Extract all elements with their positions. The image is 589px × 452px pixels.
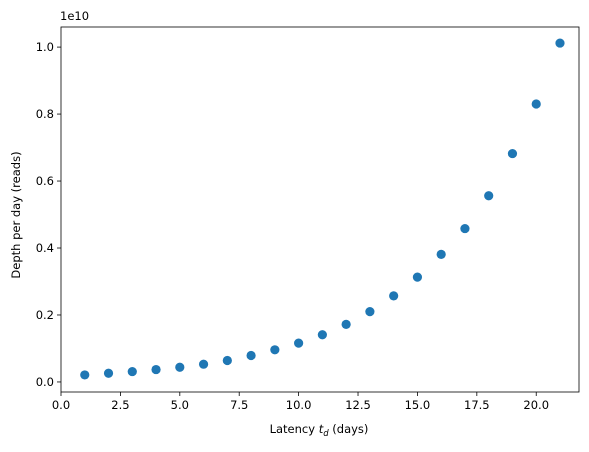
x-axis: 0.0 2.5 5.0 7.5 10.0 12.5 15.0 17.5 20.0 [52,392,549,412]
x-tick-label: 5.0 [171,398,189,412]
y-tick-label: 0.2 [36,308,54,322]
x-tick-label: 15.0 [405,398,431,412]
x-tick-label: 0.0 [52,398,70,412]
y-tick-label: 0.4 [36,241,54,255]
y-axis-label: Depth per day (reads) [9,151,23,278]
x-tick-label: 10.0 [286,398,312,412]
data-point [365,307,375,317]
x-axis-label-prefix: Latency [270,422,319,436]
data-point [555,38,565,48]
data-point [412,272,423,282]
data-point [246,350,256,361]
data-point [175,362,185,372]
x-axis-label-symbol: t [319,422,324,436]
x-tick-label: 7.5 [230,398,248,412]
x-axis-label-suffix: (days) [329,422,369,436]
y-tick-label: 0.0 [36,375,54,389]
data-points [80,38,565,380]
data-point [484,191,494,201]
data-point [436,249,446,259]
x-axis-label: Latency td (days) [270,422,369,439]
data-point [222,355,232,366]
data-point [80,370,90,380]
y-tick-label: 0.8 [36,107,54,121]
data-point [127,366,137,377]
x-tick-label: 17.5 [464,398,490,412]
y-tick-label: 0.6 [36,174,54,188]
y-offset-text: 1e10 [60,9,89,23]
data-point [198,359,209,369]
data-point [389,291,399,301]
data-point [341,319,351,329]
data-point [460,223,470,234]
y-axis: 0.0 0.2 0.4 0.6 0.8 1.0 [36,40,61,389]
data-point [507,148,518,159]
data-point [151,364,161,375]
x-axis-label-subscript: d [323,429,329,439]
data-point [103,368,114,378]
data-point [270,345,280,355]
x-tick-label: 2.5 [111,398,129,412]
data-point [294,338,304,348]
data-point [317,330,327,340]
x-tick-label: 20.0 [523,398,549,412]
y-tick-label: 1.0 [36,40,54,54]
plot-frame [60,26,580,393]
data-point [531,99,541,109]
x-tick-label: 12.5 [345,398,371,412]
